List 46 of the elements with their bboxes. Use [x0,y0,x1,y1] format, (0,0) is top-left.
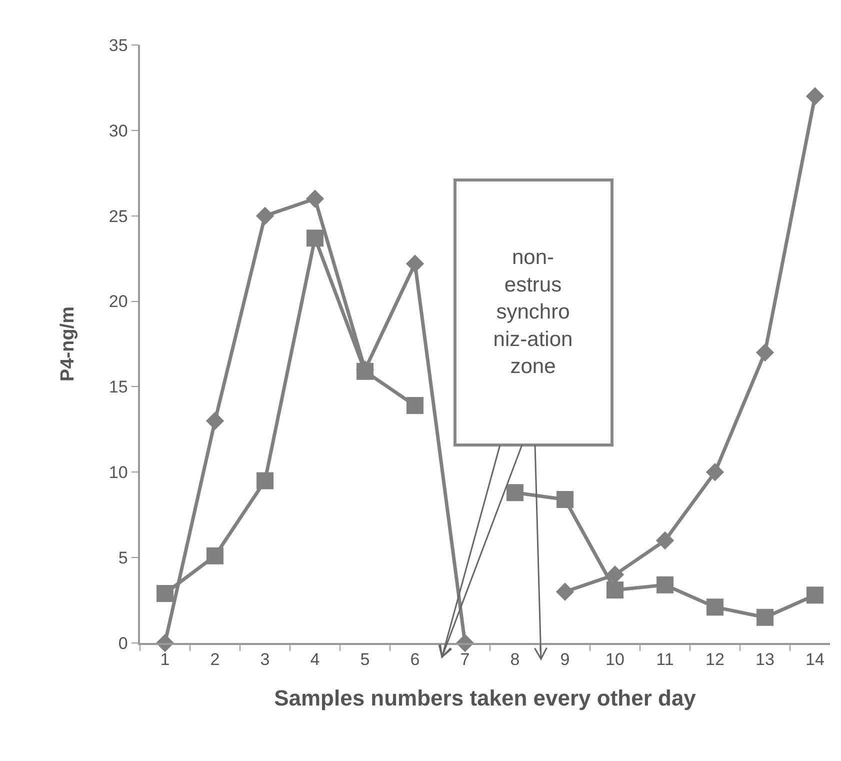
point [806,87,824,106]
x-tick-label: 9 [560,650,570,670]
point [706,463,724,482]
point [556,490,574,508]
point [656,531,674,550]
x-tick-label: 1 [160,650,170,670]
point [306,230,324,247]
x-tick-label: 8 [510,650,520,670]
y-tick-label: 25 [108,206,128,226]
point [406,397,424,414]
y-tick-label: 0 [118,634,128,653]
point [756,343,774,362]
x-tick-label: 3 [260,650,270,670]
y-axis-title: P4-ng/m [57,306,78,382]
point [606,582,624,599]
point [406,254,424,273]
y-tick-label: 10 [108,463,128,482]
point [506,484,524,502]
y-tick-label: 5 [118,548,128,568]
point [206,547,224,564]
x-tick-label: 11 [656,650,674,670]
point [156,584,174,602]
y-tick-label: 20 [108,292,128,312]
x-tick-label: 6 [410,650,420,670]
x-tick-label: 13 [756,650,774,670]
y-tick-label: 35 [108,36,128,55]
point [556,582,574,601]
y-tick-label: 15 [108,378,128,397]
x-tick-label: 7 [460,650,470,670]
x-tick-label: 14 [806,650,824,670]
point [256,472,274,490]
point [306,190,324,208]
y-tick-label: 30 [108,121,128,140]
x-tick-label: 12 [706,650,724,670]
point [756,608,774,626]
point [656,576,674,594]
x-tick-label: 5 [360,650,370,670]
x-axis-title: Samples numbers taken every other day [274,686,697,711]
x-tick-label: 2 [210,650,220,670]
point [206,412,224,430]
annotation: non- estrus synchro niz-ation zone [493,246,573,378]
point [706,598,724,616]
point [806,586,824,604]
x-tick-label: 4 [310,650,320,670]
point [256,206,274,225]
x-tick-label: 10 [606,650,624,670]
